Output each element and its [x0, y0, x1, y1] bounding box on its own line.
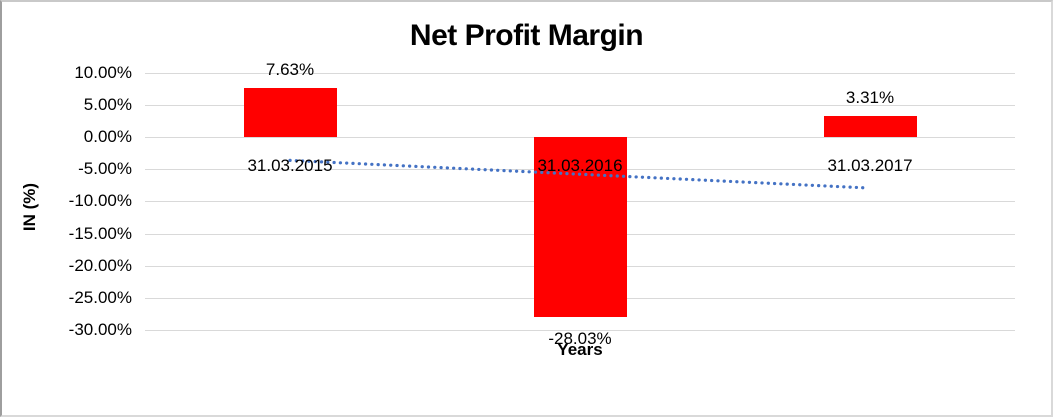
gridline	[145, 329, 1015, 331]
bar	[823, 116, 917, 138]
y-axis-tick-label: 0.00%	[83, 127, 132, 147]
bar-data-label: 7.63%	[265, 60, 315, 80]
x-axis-title: Years	[557, 340, 603, 359]
y-axis-title: IN (%)	[20, 182, 39, 232]
category-label: 31.03.2017	[827, 156, 913, 175]
y-axis-tick-label: -20.00%	[68, 255, 132, 275]
y-axis-tick-label: -10.00%	[68, 191, 132, 211]
y-axis-tick-label: -25.00%	[68, 287, 132, 307]
y-axis-tick-label: 5.00%	[83, 95, 132, 115]
gridline	[145, 105, 1015, 107]
chart-title: Net Profit Margin	[409, 19, 644, 52]
y-axis-tick-label: -5.00%	[78, 159, 132, 179]
category-label: 31.03.2016	[537, 156, 623, 175]
gridline	[145, 73, 1015, 75]
bar-data-label: -28.03%	[548, 329, 612, 348]
y-axis-tick-label: -15.00%	[68, 223, 132, 243]
bar-data-label: 3.31%	[845, 88, 895, 108]
y-axis-tick-label: -30.00%	[68, 319, 132, 339]
bar	[243, 88, 337, 138]
y-axis-tick-label: 10.00%	[74, 63, 132, 83]
category-label: 31.03.2015	[247, 156, 333, 175]
